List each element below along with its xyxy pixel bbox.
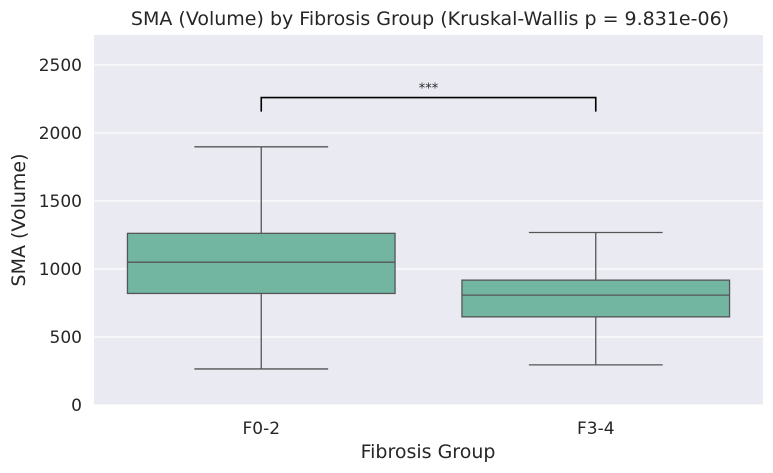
- y-tick-label: 1000: [39, 260, 82, 280]
- box-f3-4: [461, 231, 731, 366]
- y-tick-label: 2000: [39, 124, 82, 144]
- y-tick-label: 0: [71, 396, 82, 416]
- y-axis-ticks: 0 500 1000 1500 2000 2500: [39, 56, 82, 416]
- plot-area: [94, 35, 763, 405]
- iqr-box: [461, 279, 731, 318]
- y-tick-label: 500: [50, 328, 82, 348]
- iqr-box: [126, 232, 396, 295]
- significance-annotation: ***: [260, 82, 597, 112]
- y-tick-label: 1500: [39, 192, 82, 212]
- x-axis-label: Fibrosis Group: [361, 441, 496, 463]
- box-f0-2: [126, 146, 396, 370]
- significance-stars: ***: [419, 82, 439, 97]
- x-axis-ticks: F0-2 F3-4: [242, 419, 614, 439]
- significance-bracket: [260, 96, 597, 112]
- x-tick-label: F3-4: [577, 419, 615, 439]
- chart-title: SMA (Volume) by Fibrosis Group (Kruskal-…: [131, 8, 729, 30]
- y-tick-label: 2500: [39, 56, 82, 76]
- x-tick-label: F0-2: [242, 419, 280, 439]
- boxes: [126, 146, 731, 370]
- y-axis-label: SMA (Volume): [8, 154, 30, 287]
